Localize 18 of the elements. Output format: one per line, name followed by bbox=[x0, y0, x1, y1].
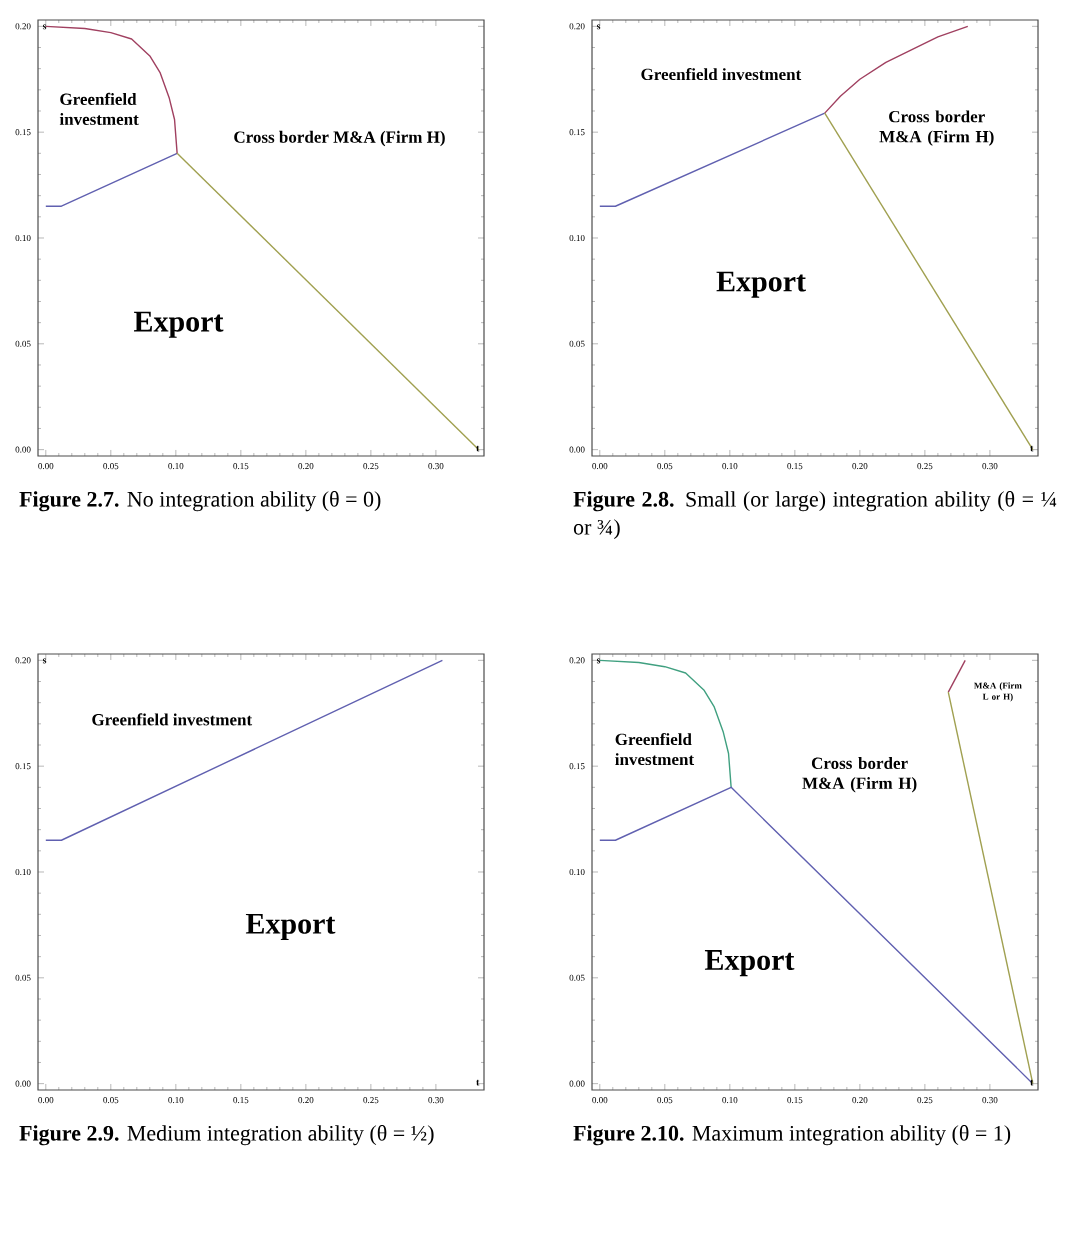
text: Figure 2.9. Medium integration ability (θ = ½) bbox=[19, 1125, 434, 1146]
text: Figure 2.10. Maximum integration ability (θ = 1) bbox=[573, 1125, 1011, 1146]
annotation: Greenfield investment bbox=[615, 732, 695, 766]
annotation: Cross border M&A (Firm H) bbox=[802, 757, 917, 793]
text: Figure 2.7. No integration ability (θ = 0) bbox=[19, 491, 381, 512]
annotation: Export bbox=[704, 950, 795, 977]
line-series bbox=[599, 659, 732, 789]
annotation: Cross border M&A (Firm H) bbox=[879, 110, 994, 146]
annotation: Export bbox=[133, 311, 224, 338]
annotation: Greenfield investment bbox=[92, 713, 253, 726]
annotation: Greenfield investment bbox=[59, 92, 139, 125]
annotation: Export bbox=[716, 271, 806, 298]
annotation: Export bbox=[245, 913, 336, 940]
annotation: Cross border M&A (Firm H) bbox=[234, 130, 445, 147]
chart-title: Figure 2.8. Small (or large) integration ability (θ = ¼ or ¾) bbox=[573, 491, 1057, 540]
annotation: Greenfield investment bbox=[641, 67, 802, 81]
line-series bbox=[45, 25, 178, 155]
line-series bbox=[824, 25, 969, 114]
